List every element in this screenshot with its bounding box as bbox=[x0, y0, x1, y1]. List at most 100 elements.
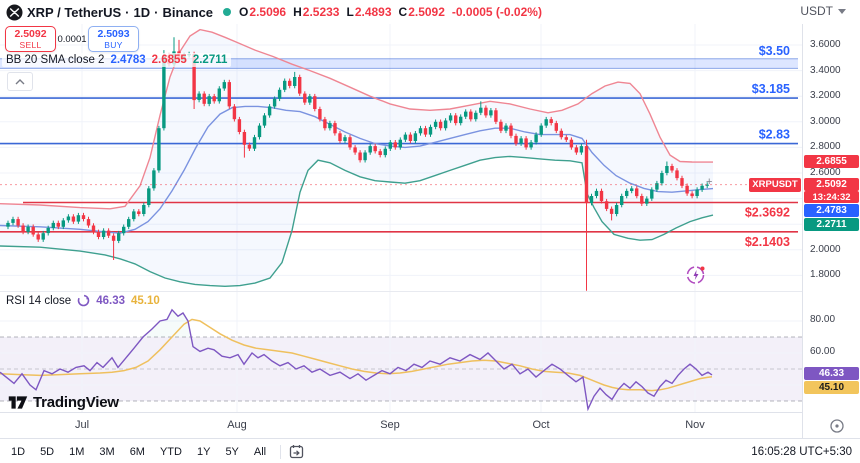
range-button-1m[interactable]: 1M bbox=[69, 445, 85, 458]
plus-marker-icon[interactable]: + bbox=[706, 176, 713, 188]
currency-selector[interactable]: USDT bbox=[800, 4, 846, 18]
level-label: $2.1403 bbox=[745, 235, 790, 249]
tradingview-logo-icon bbox=[8, 396, 28, 409]
rsi-pane-canvas[interactable] bbox=[0, 291, 802, 412]
level-label: $2.83 bbox=[759, 128, 790, 142]
month-label: Sep bbox=[380, 419, 400, 431]
title-sep: · bbox=[154, 4, 159, 20]
symbol-title[interactable]: XRP / TetherUS · 1D · Binance bbox=[6, 4, 213, 21]
chevron-up-icon bbox=[15, 78, 25, 84]
symbol-name: XRP / TetherUS bbox=[27, 4, 122, 20]
ohlc-values: O 2.5096 H 2.5233 L 2.4893 C 2.5092 -0.0005 (-0.… bbox=[239, 5, 542, 19]
bb-indicator-legend[interactable]: BB 20 SMA close 2 2.4783 2.6855 2.2711 bbox=[2, 53, 232, 67]
range-button-5d[interactable]: 5D bbox=[40, 445, 55, 458]
range-button-5y[interactable]: 5Y bbox=[225, 445, 239, 458]
change-value: -0.0005 (-0.02%) bbox=[451, 5, 542, 19]
price-scale[interactable]: 3.6000 3.4000 3.2000 3.0000 2.8000 2.6000 2.00… bbox=[802, 24, 860, 438]
bottom-toolbar: 1D 5D 1M 3M 6M YTD 1Y 5Y All 16:05:28 UTC+5:30 bbox=[0, 438, 860, 463]
range-button-1y[interactable]: 1Y bbox=[196, 445, 211, 458]
bb-basis-line bbox=[0, 105, 714, 234]
toolbar-divider bbox=[280, 444, 282, 459]
bb-legend-title: BB 20 SMA close 2 bbox=[6, 54, 105, 66]
interval-label: 1D bbox=[133, 4, 151, 20]
month-label: Jul bbox=[74, 419, 90, 431]
ohlc-item: L 2.4893 bbox=[346, 5, 392, 19]
price-tick: 2.6000 bbox=[810, 167, 841, 178]
rsi-value: 46.33 bbox=[96, 294, 125, 307]
range-buttons: 1D 5D 1M 3M 6M YTD 1Y 5Y All bbox=[0, 443, 272, 461]
bb-fill bbox=[0, 29, 713, 287]
level-label: $3.50 bbox=[759, 44, 790, 58]
month-label: Oct bbox=[532, 419, 550, 431]
sell-price: 2.5092 bbox=[14, 27, 47, 40]
range-button-3m[interactable]: 3M bbox=[99, 445, 115, 458]
supply-zone bbox=[0, 58, 798, 69]
sell-label: SELL bbox=[19, 39, 42, 50]
rsi-ma-value: 45.10 bbox=[130, 294, 160, 307]
watermark-text: TradingView bbox=[33, 394, 119, 411]
rsi-line bbox=[0, 308, 713, 412]
price-tick: 3.4000 bbox=[810, 65, 841, 76]
ohlc-item: O 2.5096 bbox=[239, 5, 287, 19]
range-button-ytd[interactable]: YTD bbox=[159, 445, 182, 458]
ohlc-item: C 2.5092 bbox=[398, 5, 445, 19]
price-tick: 3.2000 bbox=[810, 90, 841, 101]
target-icon bbox=[830, 419, 844, 433]
last-price-badge: 2.5092 bbox=[804, 178, 859, 191]
rsi-tick: 60.00 bbox=[810, 346, 836, 357]
range-button-1d[interactable]: 1D bbox=[11, 445, 26, 458]
tradingview-watermark[interactable]: TradingView bbox=[8, 394, 119, 411]
bb-upper-line bbox=[0, 28, 714, 210]
price-tick: 2.0000 bbox=[810, 244, 841, 255]
scroll-to-realtime-button[interactable] bbox=[828, 417, 846, 435]
refresh-icon bbox=[77, 294, 90, 307]
session-clock[interactable]: 16:05:28 UTC+5:30 bbox=[751, 445, 852, 458]
trade-widget: 2.5092 SELL 0.0001 2.5093 BUY bbox=[5, 26, 139, 52]
rsi-value-badge: 46.33 bbox=[804, 367, 859, 380]
price-tick: 2.8000 bbox=[810, 141, 841, 152]
bb-lower-badge: 2.2711 bbox=[804, 218, 859, 231]
range-button-all[interactable]: All bbox=[253, 445, 267, 458]
market-status-dot[interactable] bbox=[223, 8, 232, 16]
buy-price: 2.5093 bbox=[97, 27, 130, 40]
range-button-6m[interactable]: 6M bbox=[129, 445, 145, 458]
price-tick: 1.8000 bbox=[810, 269, 841, 280]
time-axis[interactable]: Jul Aug Sep Oct Nov bbox=[0, 412, 802, 439]
bb-upper-value: 2.6855 bbox=[151, 54, 187, 66]
month-label: Aug bbox=[227, 419, 247, 431]
price-tick: 3.0000 bbox=[810, 116, 841, 127]
bb-basis-value: 2.4783 bbox=[110, 54, 146, 66]
ohlc-item: H 2.5233 bbox=[293, 5, 340, 19]
chevron-down-icon bbox=[838, 8, 846, 14]
price-tick: 3.6000 bbox=[810, 39, 841, 50]
currency-label: USDT bbox=[800, 4, 833, 18]
rsi-ma-line bbox=[0, 318, 713, 392]
title-sep: · bbox=[125, 4, 130, 20]
rsi-legend-title: RSI 14 close bbox=[6, 294, 72, 307]
rsi-indicator-legend[interactable]: RSI 14 close 46.33 45.10 bbox=[2, 293, 164, 308]
collapse-legend-button[interactable] bbox=[7, 72, 33, 91]
buy-button[interactable]: 2.5093 BUY bbox=[88, 26, 139, 52]
countdown-badge: 13:24:32 bbox=[804, 191, 859, 203]
bb-basis-badge: 2.4783 bbox=[804, 204, 859, 217]
exchange-label: Binance bbox=[162, 4, 214, 20]
level-label: $2.3692 bbox=[745, 206, 790, 220]
xrp-logo-icon bbox=[6, 4, 23, 20]
bb-upper-badge: 2.6855 bbox=[804, 155, 859, 168]
lightning-button[interactable] bbox=[685, 264, 707, 286]
lightning-icon bbox=[686, 266, 705, 284]
symbol-price-badge: XRPUSDT bbox=[749, 177, 801, 192]
spread-value: 0.0001 bbox=[57, 33, 87, 45]
sell-button[interactable]: 2.5092 SELL bbox=[5, 26, 56, 52]
bb-lower-value: 2.2711 bbox=[192, 54, 228, 66]
level-label: $3.185 bbox=[752, 82, 790, 96]
go-to-date-icon[interactable] bbox=[289, 444, 304, 459]
rsi-ma-badge: 45.10 bbox=[804, 381, 859, 394]
buy-label: BUY bbox=[104, 39, 123, 50]
chart-header: XRP / TetherUS · 1D · Binance O 2.5096 H 2.… bbox=[0, 0, 860, 24]
rsi-tick: 80.00 bbox=[810, 314, 836, 325]
bb-lower-line bbox=[0, 155, 714, 288]
month-label: Nov bbox=[685, 419, 705, 431]
main-chart-canvas[interactable]: $3.50 $3.185 $2.83 $2.3692 $2.1403 bbox=[0, 24, 802, 291]
